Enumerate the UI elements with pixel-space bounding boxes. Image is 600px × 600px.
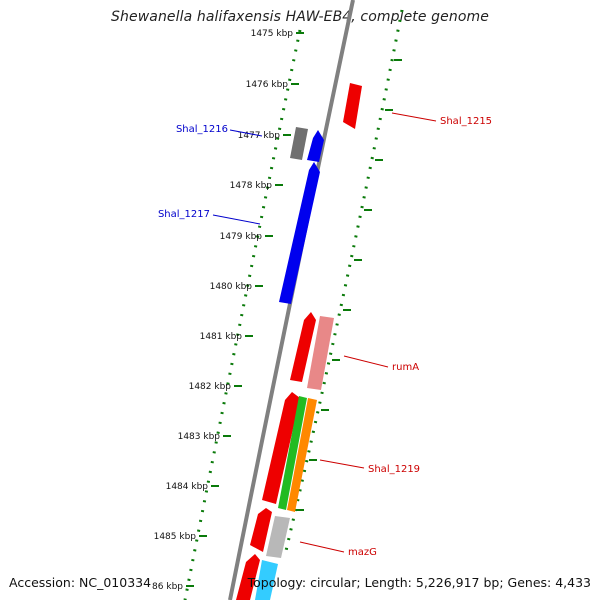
gene-glyph (307, 316, 334, 390)
gene-glyph (290, 127, 308, 160)
scale-tick-label: 1482 kbp (189, 382, 232, 392)
gene-label: Shal_1219 (368, 464, 420, 475)
scale-tick-label: 1477 kbp (238, 131, 281, 141)
scale-tick-label: 1475 kbp (251, 29, 294, 39)
gene-label-leader (212, 214, 261, 225)
gene-glyph (250, 508, 272, 552)
gene-glyph (255, 560, 278, 600)
scale-tick-label: 1478 kbp (230, 181, 273, 191)
gene-label: Shal_1215 (440, 116, 492, 127)
scale-tick-label: 86 kbp (152, 582, 183, 592)
scale-tick-label: 1484 kbp (166, 482, 209, 492)
scale-tick-label: 1476 kbp (246, 80, 289, 90)
gene-label-leader (299, 541, 345, 553)
gene-glyph (236, 554, 260, 600)
gene-glyph (343, 83, 362, 129)
scale-tick-label: 1481 kbp (200, 332, 243, 342)
gene-label-leader (319, 459, 365, 469)
gene-label: mazG (348, 547, 377, 558)
gene-glyph (266, 516, 290, 558)
gene-glyph (279, 162, 320, 304)
inner-scale-arc (183, 29, 302, 600)
gene-label-leader (229, 129, 263, 137)
gene-label-leader (343, 355, 389, 368)
scale-tick-label: 1480 kbp (210, 282, 253, 292)
scale-tick-label: 1483 kbp (178, 432, 221, 442)
map-title: Shewanella halifaxensis HAW-EB4, complet… (111, 9, 489, 25)
gene-label-leader (391, 112, 437, 122)
gene-glyph (287, 398, 317, 512)
gene-label: Shal_1216 (176, 124, 228, 135)
gene-glyph (278, 396, 307, 510)
gene-glyph (290, 312, 316, 382)
genome-summary: Topology: circular; Length: 5,226,917 bp… (247, 575, 591, 590)
outer-scale-arc (283, 9, 404, 556)
gene-label: Shal_1217 (158, 209, 210, 220)
gene-label: rumA (392, 362, 419, 373)
scale-tick-label: 1479 kbp (220, 232, 263, 242)
gene-glyph (262, 392, 300, 504)
scale-tick-label: 1485 kbp (154, 532, 197, 542)
accession-label: Accession: NC_010334 (9, 575, 152, 590)
gene-glyph (307, 130, 324, 162)
